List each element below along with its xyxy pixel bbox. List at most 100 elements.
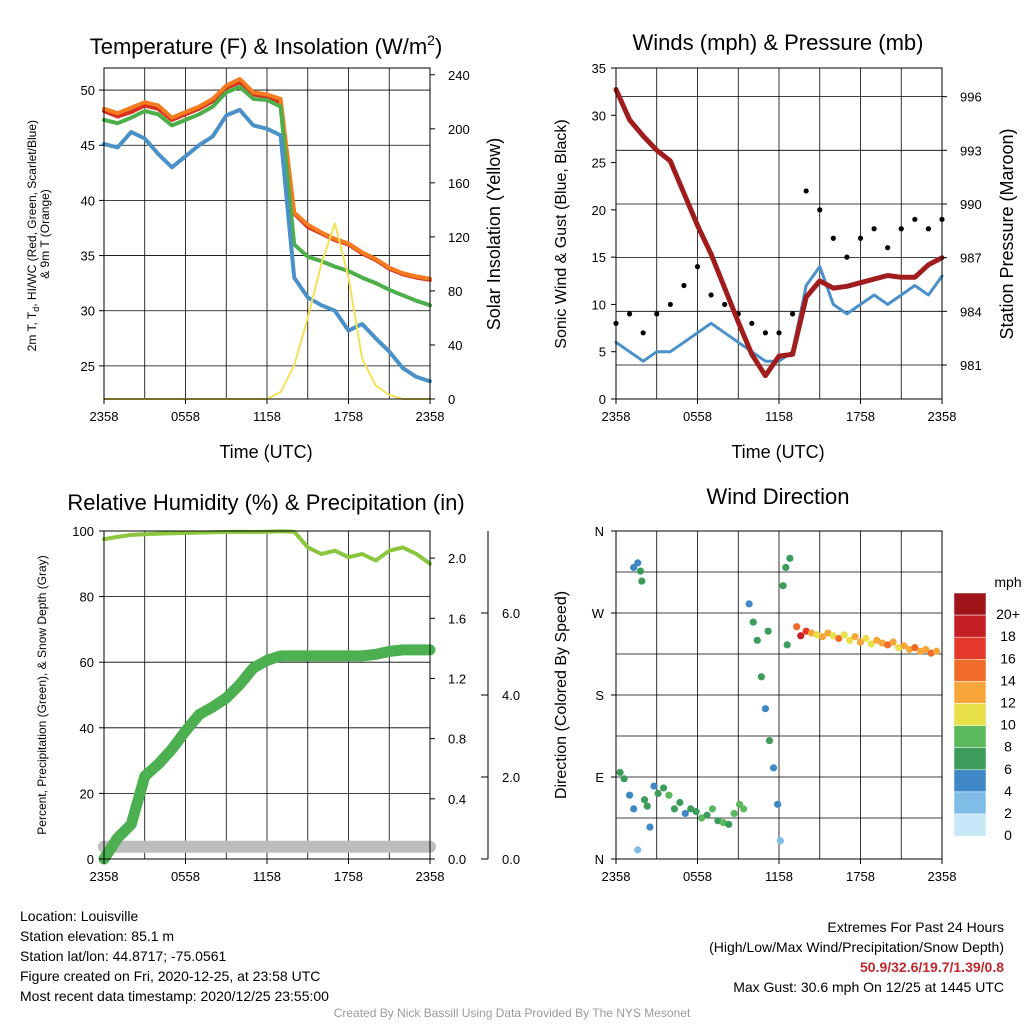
direction-xtick-label: 1758 xyxy=(846,869,875,884)
direction-point xyxy=(878,639,886,647)
temperature-frame xyxy=(103,67,431,400)
precip-ytick-label: 0.8 xyxy=(448,732,466,747)
solar-ytick-label: 40 xyxy=(448,338,462,353)
direction-point xyxy=(786,554,794,562)
gust-point xyxy=(640,330,646,336)
humidity-ytick-label: 40 xyxy=(80,721,94,736)
temperature-ytick-label: 35 xyxy=(81,249,95,264)
temperature-title: Temperature (F) & Insolation (W/m2) xyxy=(90,32,443,59)
winds-xtick-label: 2358 xyxy=(928,409,957,424)
snow-ytick-label: 2.0 xyxy=(502,770,520,785)
direction-series xyxy=(616,554,941,854)
pressure-ytick-label: 984 xyxy=(960,304,982,319)
speed-legend-label: 4 xyxy=(1004,783,1012,799)
humidity-ytick-label: 0 xyxy=(87,852,94,867)
direction-point xyxy=(634,846,642,854)
direction-point xyxy=(638,577,646,585)
direction-point xyxy=(714,817,722,825)
direction-point xyxy=(769,764,778,772)
winds-xtick-label: 1158 xyxy=(765,409,793,424)
temperature-ytick-label: 50 xyxy=(81,83,95,98)
humidity-series xyxy=(98,529,436,865)
direction-xtick-label: 0558 xyxy=(683,869,712,884)
speed-legend-swatch xyxy=(953,703,987,726)
direction-panel: Wind Direction N E S W N 2358 0558 1158 1758 2358… xyxy=(553,484,1022,884)
speed-legend-label: 12 xyxy=(1000,694,1016,710)
direction-point xyxy=(802,627,810,635)
temperature-ytick-label: 30 xyxy=(81,304,95,319)
recent-text: Most recent data timestamp: 2020/12/25 2… xyxy=(20,988,329,1004)
precip-ytick-label: 2.0 xyxy=(448,551,466,566)
direction-point xyxy=(745,600,753,608)
speed-legend-swatch xyxy=(953,681,987,704)
direction-ytick-label: N xyxy=(595,524,604,539)
direction-point xyxy=(922,645,930,654)
direction-point xyxy=(654,789,662,798)
direction-point xyxy=(687,805,695,813)
direction-point xyxy=(719,818,727,827)
direction-point xyxy=(740,805,748,813)
humidity-xtick-label: 2358 xyxy=(90,869,119,884)
winds-grid xyxy=(616,68,942,399)
series-rh xyxy=(102,529,432,566)
direction-point xyxy=(840,631,848,639)
direction-point xyxy=(862,634,870,643)
winds-ytick-label: 15 xyxy=(592,250,606,265)
direction-ytick-label: N xyxy=(595,852,604,867)
direction-point xyxy=(927,649,935,657)
humidity-ytick-label: 20 xyxy=(80,786,94,801)
direction-point xyxy=(692,808,700,816)
temperature-ylabel: 2m T, Td, HI/WC (Red, Green, Scarlet/Blu… xyxy=(25,117,52,352)
direction-point xyxy=(894,644,903,652)
direction-ytick-label: E xyxy=(595,770,604,785)
gust-point xyxy=(667,301,673,308)
speed-legend-label: 20+ xyxy=(996,606,1020,622)
winds-ytick-label: 30 xyxy=(592,108,606,123)
snow-ytick-label: 4.0 xyxy=(502,688,520,703)
winds-ylabel: Sonic Wind & Gust (Blue, Black) xyxy=(553,119,570,348)
location-text: Location: Louisville xyxy=(20,908,139,924)
humidity-axes: 0 20 40 60 80 100 0.0 0.4 0.8 1.2 1.6 2.0 0.0 2.0 4.0 6… xyxy=(72,524,520,884)
direction-point xyxy=(634,559,642,567)
direction-point xyxy=(725,820,733,828)
direction-point xyxy=(900,642,908,650)
series-hi-wc xyxy=(102,107,432,384)
solar-ytick-label: 240 xyxy=(448,68,470,83)
gust-point xyxy=(762,330,769,336)
snow-ytick-label: 0.0 xyxy=(502,852,520,867)
pressure-ytick-label: 990 xyxy=(960,197,982,212)
winds-xtick-label: 1758 xyxy=(846,409,875,424)
speed-legend-swatch xyxy=(953,614,987,638)
winds-ytick-label: 10 xyxy=(592,297,606,312)
direction-frame xyxy=(615,530,943,860)
gust-point xyxy=(681,282,687,289)
humidity-ytick-label: 100 xyxy=(72,524,94,539)
speed-legend: mph 20+ 18 16 14 12 10 8 6 4 2 0 xyxy=(953,574,1022,843)
direction-point xyxy=(643,802,651,810)
direction-point xyxy=(824,629,832,637)
direction-xtick-label: 1158 xyxy=(765,869,793,884)
humidity-title: Relative Humidity (%) & Precipitation (i… xyxy=(67,490,464,515)
direction-grid xyxy=(616,531,942,859)
direction-point xyxy=(846,636,854,644)
winds-xtick-label: 0558 xyxy=(683,409,712,424)
direction-point xyxy=(808,629,816,637)
direction-point xyxy=(630,805,638,813)
direction-point xyxy=(753,636,761,644)
direction-xtick-label: 2358 xyxy=(928,869,957,884)
winds-ytick-label: 0 xyxy=(599,392,606,407)
direction-point xyxy=(703,811,711,819)
series-wind xyxy=(614,265,944,363)
speed-legend-label: 16 xyxy=(1000,650,1016,666)
direction-title: Wind Direction xyxy=(706,484,849,509)
series-9m-t xyxy=(102,77,432,281)
humidity-grid xyxy=(104,530,430,860)
speed-legend-label: 14 xyxy=(1000,672,1016,688)
humidity-xtick-label: 1158 xyxy=(253,869,281,884)
winds-title: Winds (mph) & Pressure (mb) xyxy=(633,30,924,55)
humidity-panel: Relative Humidity (%) & Precipitation (i… xyxy=(35,490,520,884)
speed-legend-label: 6 xyxy=(1004,761,1012,777)
series-pressure xyxy=(613,87,945,379)
direction-point xyxy=(765,736,774,745)
